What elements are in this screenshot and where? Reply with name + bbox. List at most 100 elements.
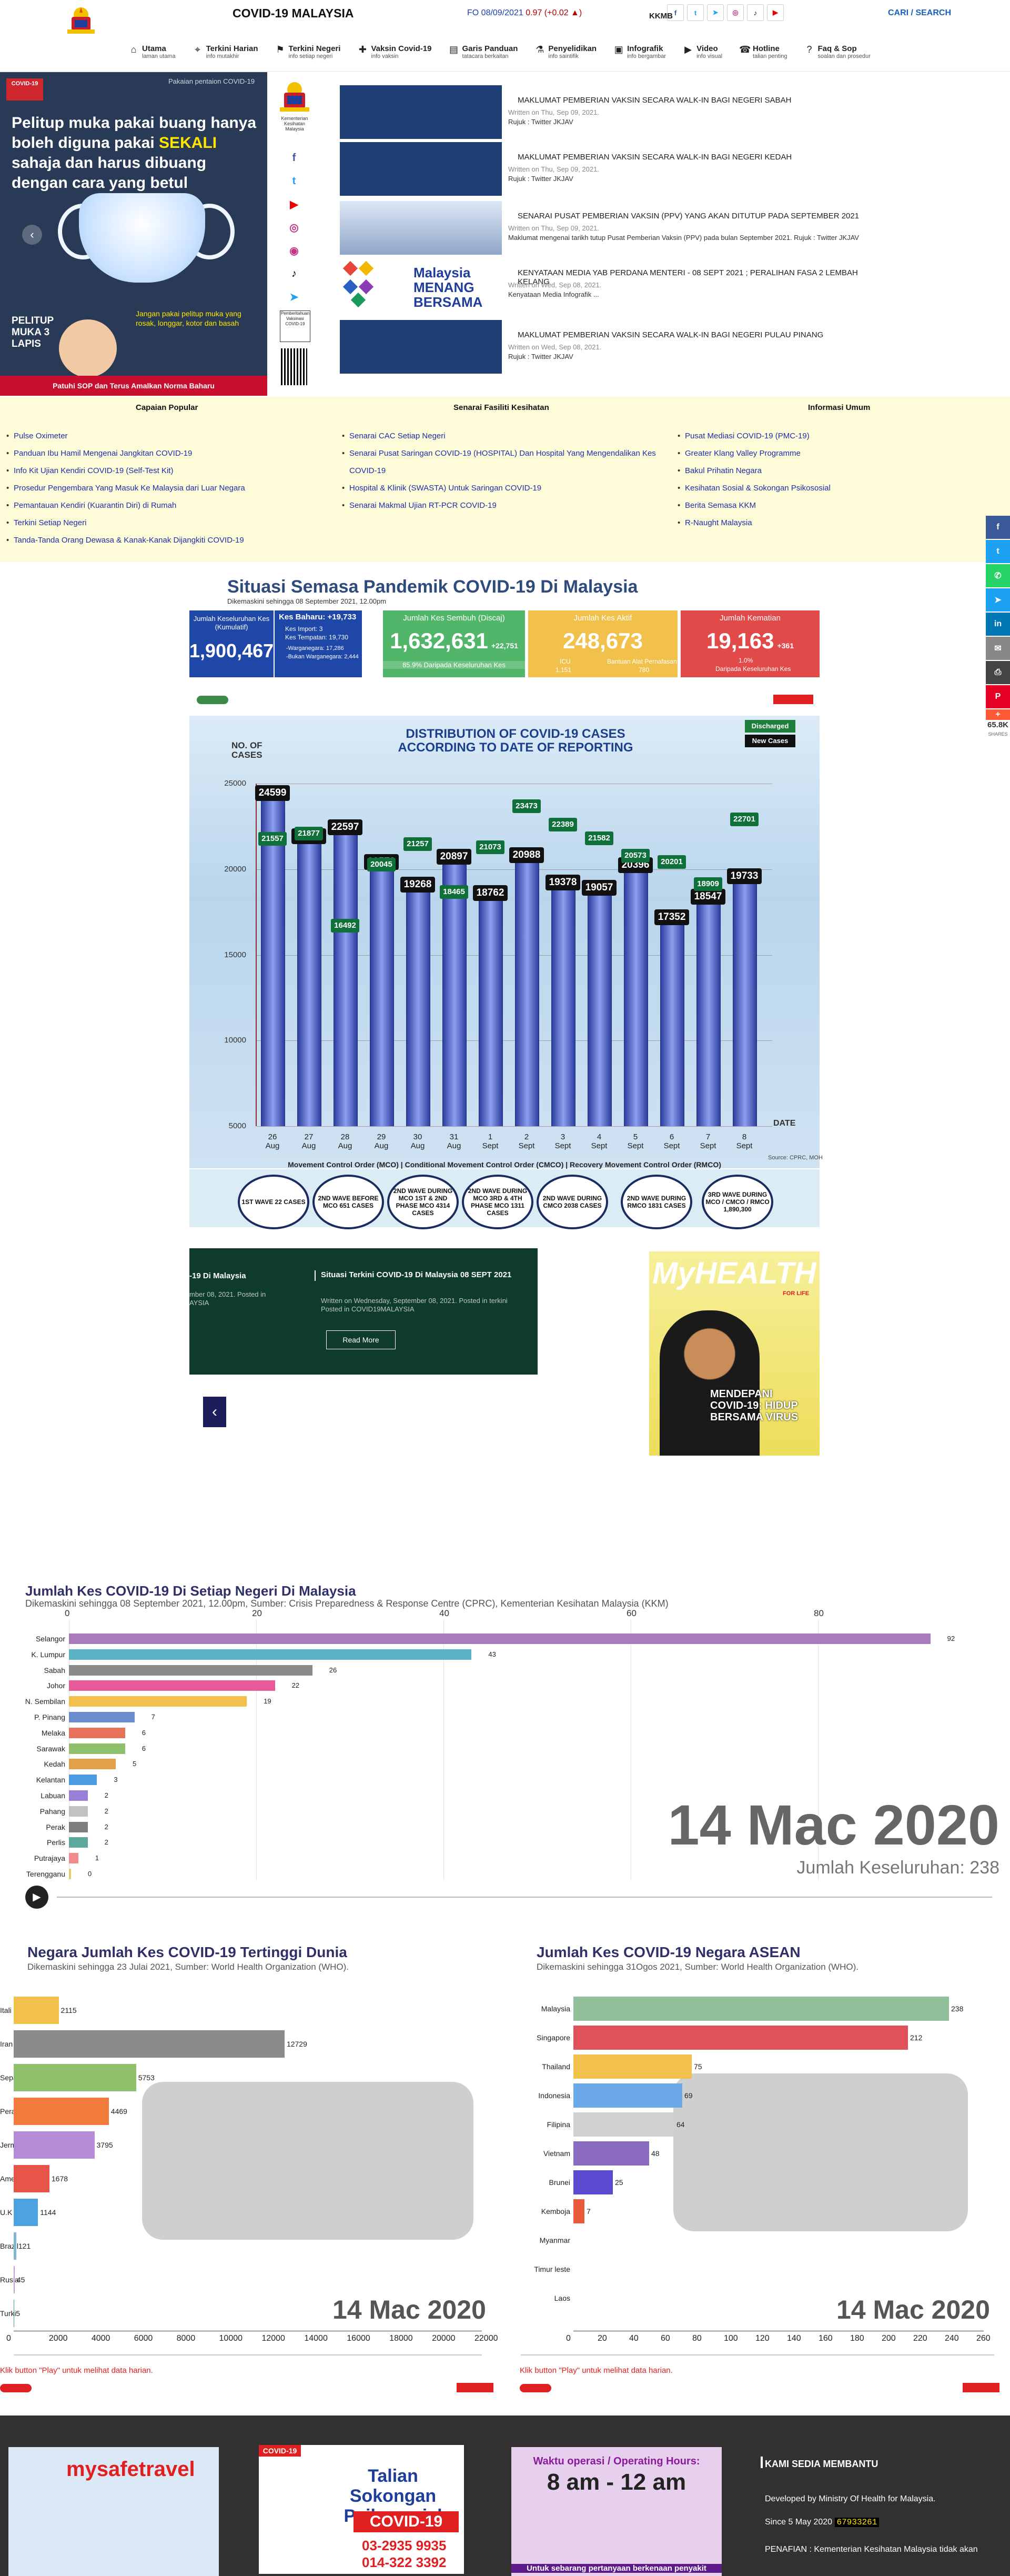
featured-news-title[interactable]: Situasi Terkini COVID-19 Di Malaysia 08 … — [321, 1270, 512, 1279]
telegram-icon[interactable]: ➤ — [289, 291, 299, 303]
news-title[interactable]: KENYATAAN MEDIA YAB PERDANA MENTERI - 08… — [518, 268, 858, 286]
news-thumbnail[interactable] — [340, 320, 502, 374]
news-item[interactable]: MAKLUMAT PEMBERIAN VAKSIN SECARA WALK-IN… — [340, 85, 866, 140]
nav-hotline[interactable]: ☎ Hotline talian penting — [731, 44, 795, 60]
nav-penyelidikan[interactable]: ⚗ Penyelidikan info saintifik — [526, 44, 605, 60]
share-twitter-icon[interactable]: t — [986, 540, 1010, 563]
link-item[interactable]: Kesihatan Sosial & Sokongan Psikososial — [678, 479, 993, 497]
mco-caption: Movement Control Order (MCO) | Condition… — [288, 1160, 721, 1169]
share-email-icon[interactable]: ✉ — [986, 637, 1010, 660]
news-thumbnail[interactable] — [340, 142, 502, 196]
nav-garis-panduan[interactable]: ▤ Garis Panduan tatacara berkaitan — [440, 44, 527, 60]
youtube-icon[interactable]: ▶ — [767, 4, 784, 21]
x-tick-label: 160 — [819, 2334, 833, 2343]
share-pinterest-icon[interactable]: P — [986, 685, 1010, 708]
state-label: P. Pinang — [34, 1713, 65, 1721]
share-facebook-icon[interactable]: f — [986, 516, 1010, 539]
telegram-icon[interactable]: ➤ — [707, 4, 724, 21]
slider-prev-icon[interactable]: ‹ — [22, 225, 42, 245]
state-label: K. Lumpur — [31, 1650, 65, 1659]
psychosocial-card[interactable]: COVID-19 Talian Sokongan Psikososial COV… — [259, 2445, 464, 2574]
read-more-button[interactable]: Read More — [326, 1330, 396, 1349]
share-pill[interactable] — [520, 2384, 551, 2392]
nav-terkini-harian[interactable]: ⌖ Terkini Harian info mutakhir — [184, 44, 267, 60]
link-item[interactable]: Hospital & Klinik (SWASTA) Untuk Saringa… — [342, 479, 668, 497]
search-link[interactable]: CARI / SEARCH — [888, 8, 952, 17]
asean-timeline[interactable] — [521, 2354, 994, 2356]
link-item[interactable]: Greater Klang Valley Programme — [678, 445, 993, 462]
instagram-alt-icon[interactable]: ◉ — [289, 245, 299, 257]
state-value: 2 — [104, 1807, 108, 1815]
link-item[interactable]: Tanda-Tanda Orang Dewasa & Kanak-Kanak D… — [6, 532, 332, 549]
hero-slider[interactable]: COVID-19 Pakaian pentaion COVID-19 Pelit… — [0, 72, 267, 396]
nav-utama[interactable]: ⌂ Utama laman utama — [120, 44, 184, 60]
link-item[interactable]: Info Kit Ujian Kendiri COVID-19 (Self-Te… — [6, 462, 332, 479]
news-title[interactable]: MAKLUMAT PEMBERIAN VAKSIN SECARA WALK-IN… — [518, 96, 792, 105]
facebook-icon[interactable]: f — [667, 4, 684, 21]
youtube-icon[interactable]: ▶ — [290, 198, 298, 211]
facebook-icon[interactable]: f — [292, 152, 296, 164]
nav-faq-sop[interactable]: ? Faq & Sop soalan dan prosedur — [795, 44, 878, 60]
link-item[interactable]: Bakul Prihatin Negara — [678, 462, 993, 479]
tiktok-icon[interactable]: ♪ — [747, 4, 764, 21]
link-item[interactable]: Pemantauan Kendiri (Kuarantin Diri) di R… — [6, 497, 332, 514]
link-item[interactable]: Pulse Oximeter — [6, 427, 332, 445]
news-thumbnail[interactable]: Malaysia MENANG BERSAMA — [340, 258, 502, 312]
mysafetravel-card[interactable]: mysafetravel — [8, 2447, 219, 2576]
link-item[interactable]: Senarai Makmal Ujian RT-PCR COVID-19 — [342, 497, 668, 514]
news-item[interactable]: MAKLUMAT PEMBERIAN VAKSIN SECARA WALK-IN… — [340, 142, 866, 197]
news-title[interactable]: MAKLUMAT PEMBERIAN VAKSIN SECARA WALK-IN… — [518, 330, 824, 339]
timeline-slider[interactable] — [57, 1897, 992, 1898]
link-item[interactable]: Prosedur Pengembara Yang Masuk Ke Malays… — [6, 479, 332, 497]
link-item[interactable]: Panduan Ibu Hamil Mengenai Jangkitan COV… — [6, 445, 332, 462]
x-tick-label: 8000 — [176, 2334, 196, 2343]
share-telegram-icon[interactable]: ➤ — [986, 588, 1010, 612]
nav-terkini-negeri[interactable]: ⚑ Terkini Negeri info setiap negeri — [267, 44, 349, 60]
country-label: Perancis — [0, 2107, 28, 2116]
country-bar — [573, 2141, 649, 2166]
share-more-icon[interactable]: + — [986, 709, 1010, 720]
infogram-badge[interactable] — [773, 695, 813, 704]
twitter-icon[interactable]: t — [687, 4, 704, 21]
news-item[interactable]: MAKLUMAT PEMBERIAN VAKSIN SECARA WALK-IN… — [340, 320, 866, 375]
link-item[interactable]: R-Naught Malaysia — [678, 514, 993, 532]
twitter-icon[interactable]: t — [292, 175, 296, 187]
nav-video[interactable]: ▶ Video info visual — [674, 44, 731, 60]
link-item[interactable]: Terkini Setiap Negeri — [6, 514, 332, 532]
featured-news-title-partial[interactable]: -19 Di Malaysia — [189, 1271, 246, 1280]
operating-hours-card[interactable]: Waktu operasi / Operating Hours: 8 am - … — [511, 2447, 722, 2576]
link-item[interactable]: Berita Semasa KKM — [678, 497, 993, 514]
infogram-badge[interactable] — [963, 2383, 999, 2392]
nav-infografik[interactable]: ▣ Infografik info bergambar — [605, 44, 674, 60]
covid-vaccination-badge[interactable]: Pemberitahuan Vaksinasi COVID-19 — [280, 310, 310, 342]
infogram-badge[interactable] — [457, 2383, 493, 2392]
share-whatsapp-icon[interactable]: ✆ — [986, 564, 1010, 587]
news-title[interactable]: MAKLUMAT PEMBERIAN VAKSIN SECARA WALK-IN… — [518, 153, 792, 162]
site-title[interactable]: COVID-19 MALAYSIA — [233, 6, 354, 20]
tiktok-icon[interactable]: ♪ — [291, 267, 297, 279]
hero-footer-banner[interactable]: Patuhi SOP dan Terus Amalkan Norma Bahar… — [0, 376, 267, 396]
qr-code[interactable] — [281, 348, 307, 385]
carousel-prev-icon[interactable]: ‹ — [203, 1397, 226, 1427]
share-pill[interactable] — [0, 2384, 32, 2392]
link-item[interactable]: Senarai CAC Setiap Negeri — [342, 427, 668, 445]
link-item[interactable]: Senarai Pusat Saringan COVID-19 (HOSPITA… — [342, 445, 665, 479]
instagram-icon[interactable]: ◎ — [727, 4, 744, 21]
kkm-logo[interactable] — [276, 76, 314, 115]
news-thumbnail[interactable] — [340, 201, 502, 255]
share-linkedin-icon[interactable]: in — [986, 613, 1010, 636]
nav-vaksin[interactable]: ✚ Vaksin Covid-19 info vaksin — [349, 44, 440, 60]
news-item[interactable]: Malaysia MENANG BERSAMA KENYATAAN MEDIA … — [340, 258, 866, 313]
news-title[interactable]: SENARAI PUSAT PEMBERIAN VAKSIN (PPV) YAN… — [518, 212, 860, 220]
malaysia-crest-logo[interactable] — [62, 2, 100, 37]
share-print-icon[interactable]: ⎙ — [986, 661, 1010, 684]
play-button-icon[interactable]: ▶ — [25, 1886, 48, 1909]
world-timeline[interactable] — [14, 2354, 482, 2356]
news-thumbnail[interactable] — [340, 85, 502, 139]
link-item[interactable]: Pusat Mediasi COVID-19 (PMC-19) — [678, 427, 993, 445]
instagram-icon[interactable]: ◎ — [289, 222, 299, 234]
share-pill[interactable] — [197, 696, 228, 704]
malaysia-menang-logo — [342, 260, 374, 308]
nav-sublabel: info bergambar — [627, 53, 666, 59]
news-item[interactable]: SENARAI PUSAT PEMBERIAN VAKSIN (PPV) YAN… — [340, 201, 866, 256]
